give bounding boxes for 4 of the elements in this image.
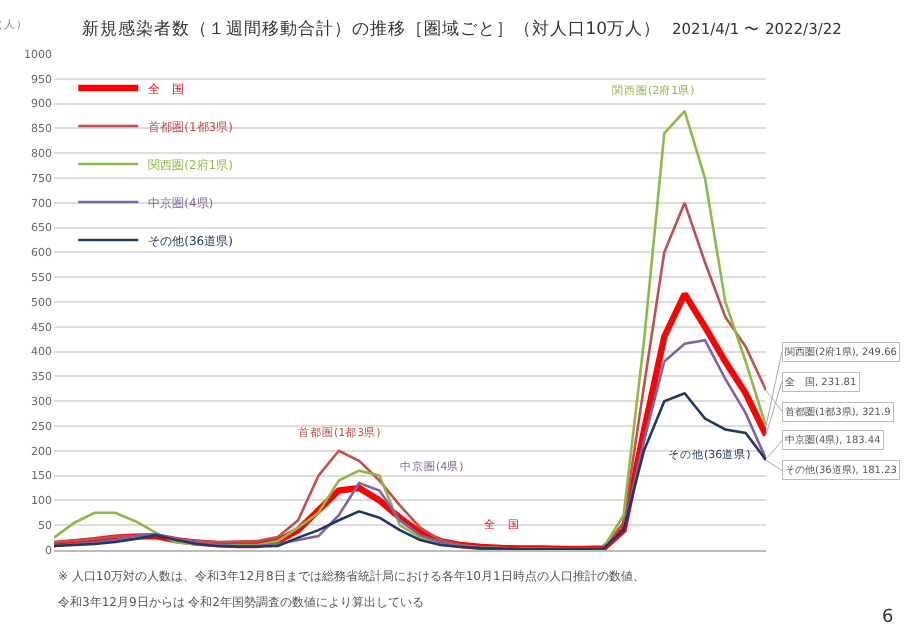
chart-title: 新規感染者数（１週間移動合計）の推移［圏域ごと］（対人口10万人） <box>81 20 662 41</box>
line-series <box>54 109 766 550</box>
line-series <box>54 391 766 550</box>
text: 6 <box>882 608 894 628</box>
